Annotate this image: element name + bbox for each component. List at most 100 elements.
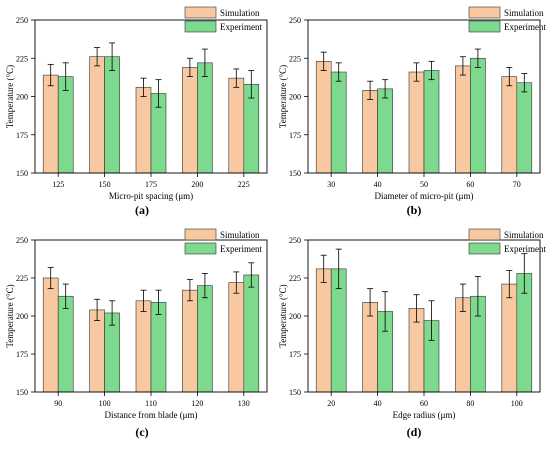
bar-simulation bbox=[89, 56, 105, 174]
x-tick-label: 110 bbox=[145, 399, 157, 408]
x-tick-label: 20 bbox=[327, 399, 335, 408]
error-bar bbox=[155, 289, 162, 315]
x-tick-label: 80 bbox=[466, 399, 474, 408]
y-axis-label: Temperature (°C) bbox=[278, 284, 288, 347]
bar-experiment bbox=[330, 71, 347, 174]
legend-label-experiment: Experiment bbox=[220, 22, 262, 32]
y-tick-label: 250 bbox=[289, 236, 301, 245]
bar-simulation bbox=[455, 65, 471, 174]
legend-swatch-simulation bbox=[184, 228, 217, 241]
error-bar bbox=[47, 266, 54, 290]
x-tick-label: 225 bbox=[238, 180, 250, 189]
bar-simulation bbox=[315, 268, 332, 393]
bar-experiment bbox=[197, 62, 213, 174]
legend: Simulation Experiment bbox=[468, 6, 546, 33]
bar-simulation bbox=[315, 61, 332, 174]
error-bar bbox=[201, 273, 208, 299]
y-tick-label: 225 bbox=[16, 274, 28, 283]
plot-frame bbox=[34, 239, 268, 393]
panel-label: (c) bbox=[135, 425, 148, 439]
y-tick-label: 250 bbox=[16, 16, 28, 25]
legend-swatch-simulation bbox=[468, 228, 501, 241]
bar-simulation bbox=[135, 87, 152, 174]
y-tick-label: 150 bbox=[289, 169, 301, 178]
error-bar bbox=[335, 62, 342, 82]
y-tick-label: 175 bbox=[16, 131, 28, 140]
chart-panel-2: 150 175 200 225 250 30 40 50 60 70 Diameter of mic… bbox=[278, 6, 546, 217]
x-axis-label: Distance from blade (μm) bbox=[104, 410, 197, 420]
y-tick-label: 225 bbox=[289, 274, 301, 283]
error-bar bbox=[413, 62, 420, 82]
y-axis-label: Temperature (°C) bbox=[278, 65, 288, 128]
bar-simulation bbox=[228, 77, 245, 174]
x-axis-label: Micro-pit spacing (μm) bbox=[109, 191, 193, 201]
panel-label: (a) bbox=[135, 203, 149, 217]
legend-label-experiment: Experiment bbox=[504, 22, 546, 32]
bar-simulation bbox=[135, 300, 152, 393]
y-tick-label: 200 bbox=[289, 93, 301, 102]
error-bar bbox=[233, 271, 240, 294]
y-tick-label: 150 bbox=[289, 388, 301, 397]
x-tick-label: 90 bbox=[54, 399, 62, 408]
bar-simulation bbox=[89, 309, 105, 393]
error-bar bbox=[521, 73, 528, 93]
bar-simulation bbox=[362, 90, 378, 174]
plot-frame bbox=[307, 239, 541, 393]
y-tick-label: 175 bbox=[16, 350, 28, 359]
error-bar bbox=[62, 283, 69, 309]
x-axis-label: Edge radius (μm) bbox=[393, 410, 456, 420]
error-bar bbox=[428, 60, 435, 81]
bar-simulation bbox=[42, 74, 59, 174]
bar-simulation bbox=[501, 283, 518, 393]
bar-experiment bbox=[57, 76, 74, 174]
x-tick-label: 100 bbox=[99, 399, 111, 408]
error-bar bbox=[140, 289, 147, 312]
error-bar bbox=[474, 276, 481, 317]
bar-experiment bbox=[150, 302, 167, 393]
y-tick-label: 225 bbox=[16, 54, 28, 63]
error-bar bbox=[94, 47, 101, 67]
error-bar bbox=[94, 298, 101, 321]
legend-swatch-experiment bbox=[184, 20, 217, 33]
error-bar bbox=[140, 77, 147, 97]
y-axis-label: Temperature (°C) bbox=[5, 284, 15, 347]
panel-label: (d) bbox=[407, 425, 422, 439]
error-bar bbox=[428, 300, 435, 341]
y-tick-label: 200 bbox=[289, 312, 301, 321]
bar-experiment bbox=[470, 57, 486, 174]
bar-experiment bbox=[104, 56, 120, 174]
error-bar bbox=[233, 68, 240, 88]
bar-simulation bbox=[42, 277, 59, 393]
error-bar bbox=[320, 254, 327, 283]
bar-experiment bbox=[423, 70, 440, 174]
x-tick-label: 130 bbox=[238, 399, 250, 408]
x-tick-label: 125 bbox=[52, 180, 64, 189]
error-bar bbox=[474, 48, 481, 68]
legend-label-simulation: Simulation bbox=[220, 230, 260, 240]
legend: Simulation Experiment bbox=[184, 6, 262, 33]
bar-simulation bbox=[455, 297, 471, 393]
x-tick-label: 60 bbox=[466, 180, 474, 189]
error-bar bbox=[382, 291, 389, 332]
x-tick-label: 175 bbox=[145, 180, 157, 189]
y-tick-label: 225 bbox=[289, 54, 301, 63]
bar-simulation bbox=[182, 289, 198, 393]
chart-panel-4: 150 175 200 225 250 20 40 60 80 100 Edge radius (μ… bbox=[278, 228, 546, 439]
legend-label-simulation: Simulation bbox=[504, 230, 544, 240]
x-tick-label: 60 bbox=[420, 399, 428, 408]
error-bar bbox=[459, 283, 466, 312]
error-bar bbox=[186, 279, 193, 302]
error-bar bbox=[47, 63, 54, 87]
y-tick-label: 250 bbox=[289, 16, 301, 25]
error-bar bbox=[335, 248, 342, 290]
legend-label-simulation: Simulation bbox=[504, 8, 544, 18]
bar-experiment bbox=[197, 285, 213, 393]
x-tick-label: 70 bbox=[513, 180, 521, 189]
legend: Simulation Experiment bbox=[468, 228, 546, 255]
legend-label-simulation: Simulation bbox=[220, 8, 260, 18]
y-tick-label: 175 bbox=[289, 131, 301, 140]
bar-simulation bbox=[182, 67, 198, 174]
legend-label-experiment: Experiment bbox=[504, 244, 546, 254]
error-bar bbox=[186, 57, 193, 78]
